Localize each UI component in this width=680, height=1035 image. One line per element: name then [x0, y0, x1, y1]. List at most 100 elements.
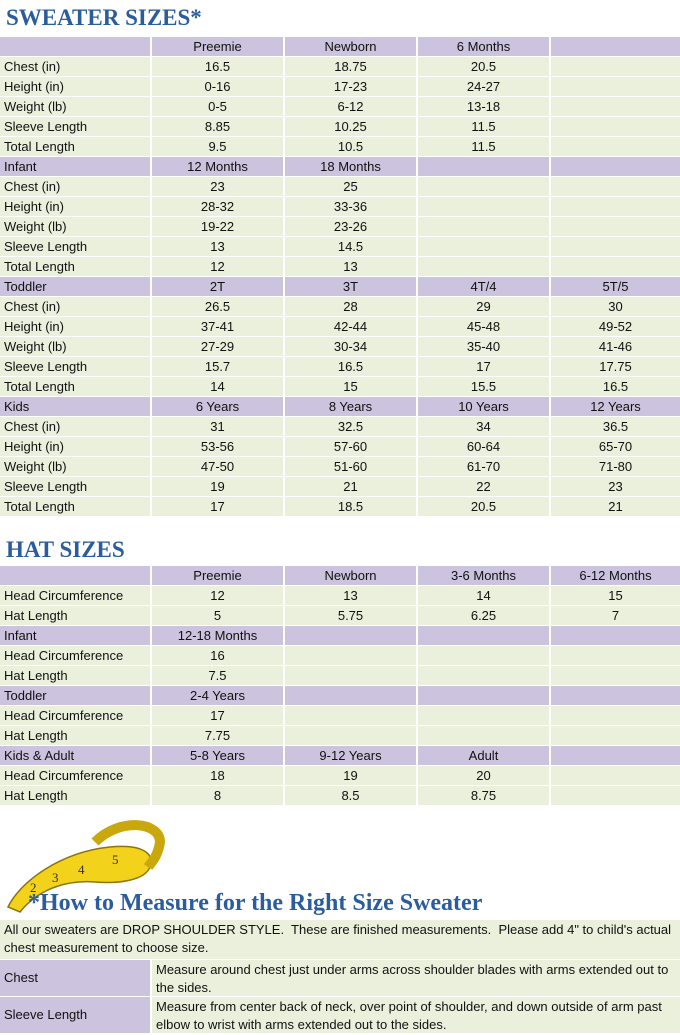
size-value	[285, 726, 416, 746]
data-row: Head Circumference 17	[0, 706, 680, 726]
column-header	[551, 686, 680, 706]
group-label	[0, 566, 150, 586]
intro-row: All our sweaters are DROP SHOULDER STYLE…	[0, 920, 680, 959]
measure-row: Sleeve Length Measure from center back of…	[0, 997, 680, 1033]
row-label: Total Length	[0, 377, 150, 397]
column-header: 18 Months	[285, 157, 416, 177]
size-value: 14.5	[285, 237, 416, 257]
size-value: 12	[152, 257, 283, 277]
size-value: 45-48	[418, 317, 549, 337]
size-value: 17	[152, 497, 283, 517]
measure-text: Measure around chest just under arms acr…	[152, 960, 680, 996]
size-value	[551, 77, 680, 97]
size-value: 7	[551, 606, 680, 626]
data-row: Total Length 17 18.5 20.5 21	[0, 497, 680, 517]
size-value: 36.5	[551, 417, 680, 437]
size-value: 13	[285, 586, 416, 606]
size-value: 17	[418, 357, 549, 377]
size-value: 15	[285, 377, 416, 397]
row-label: Head Circumference	[0, 706, 150, 726]
data-row: Head Circumference 18 19 20	[0, 766, 680, 786]
column-header	[418, 626, 549, 646]
column-header: 8 Years	[285, 397, 416, 417]
hat-table: Preemie Newborn 3-6 Months 6-12 Months Head …	[0, 566, 680, 806]
svg-text:4: 4	[78, 862, 85, 877]
data-row: Weight (lb) 0-5 6-12 13-18	[0, 97, 680, 117]
row-label: Weight (lb)	[0, 337, 150, 357]
size-value: 8.5	[285, 786, 416, 806]
group-header-row: Toddler 2T 3T 4T/4 5T/5	[0, 277, 680, 297]
size-value: 18	[152, 766, 283, 786]
size-value	[551, 726, 680, 746]
row-label: Chest (in)	[0, 57, 150, 77]
size-value: 19	[285, 766, 416, 786]
size-value: 8.85	[152, 117, 283, 137]
column-header: 9-12 Years	[285, 746, 416, 766]
row-label: Sleeve Length	[0, 117, 150, 137]
row-label: Height (in)	[0, 197, 150, 217]
column-header: 6 Years	[152, 397, 283, 417]
row-label: Head Circumference	[0, 766, 150, 786]
size-value	[418, 257, 549, 277]
data-row: Height (in) 37-41 42-44 45-48 49-52	[0, 317, 680, 337]
size-value: 26.5	[152, 297, 283, 317]
row-label: Hat Length	[0, 726, 150, 746]
size-value: 16	[152, 646, 283, 666]
data-row: Height (in) 28-32 33-36	[0, 197, 680, 217]
column-header	[551, 746, 680, 766]
row-label: Total Length	[0, 497, 150, 517]
column-header	[418, 686, 549, 706]
column-header	[551, 37, 680, 57]
size-value	[551, 217, 680, 237]
size-value	[285, 666, 416, 686]
data-row: Sleeve Length 15.7 16.5 17 17.75	[0, 357, 680, 377]
size-value: 41-46	[551, 337, 680, 357]
group-header-row: Infant 12 Months 18 Months	[0, 157, 680, 177]
size-value: 23	[551, 477, 680, 497]
size-value: 37-41	[152, 317, 283, 337]
row-label: Chest (in)	[0, 297, 150, 317]
group-header-row: Preemie Newborn 6 Months	[0, 37, 680, 57]
size-value	[551, 197, 680, 217]
svg-text:3: 3	[52, 870, 59, 885]
size-value: 28-32	[152, 197, 283, 217]
size-value: 25	[285, 177, 416, 197]
size-value: 24-27	[418, 77, 549, 97]
data-row: Sleeve Length 19 21 22 23	[0, 477, 680, 497]
group-label	[0, 37, 150, 57]
size-value: 9.5	[152, 137, 283, 157]
size-value	[551, 786, 680, 806]
data-row: Chest (in) 26.5 28 29 30	[0, 297, 680, 317]
row-label: Sleeve Length	[0, 237, 150, 257]
row-label: Height (in)	[0, 437, 150, 457]
size-value: 22	[418, 477, 549, 497]
size-value: 17	[152, 706, 283, 726]
size-value: 23	[152, 177, 283, 197]
column-header	[551, 626, 680, 646]
data-row: Chest (in) 16.5 18.75 20.5	[0, 57, 680, 77]
size-value: 15.7	[152, 357, 283, 377]
size-value	[418, 237, 549, 257]
size-value: 23-26	[285, 217, 416, 237]
row-label: Hat Length	[0, 606, 150, 626]
measure-text: Measure from center back of neck, over p…	[152, 997, 680, 1033]
size-value	[418, 726, 549, 746]
measure-title: *How to Measure for the Right Size Sweat…	[28, 890, 483, 916]
row-label: Height (in)	[0, 77, 150, 97]
column-header: 2T	[152, 277, 283, 297]
size-value: 32.5	[285, 417, 416, 437]
size-value: 15.5	[418, 377, 549, 397]
group-label: Kids	[0, 397, 150, 417]
size-value: 0-16	[152, 77, 283, 97]
size-value: 57-60	[285, 437, 416, 457]
size-value: 7.5	[152, 666, 283, 686]
size-value	[551, 646, 680, 666]
size-value: 6.25	[418, 606, 549, 626]
data-row: Height (in) 53-56 57-60 60-64 65-70	[0, 437, 680, 457]
size-value: 11.5	[418, 137, 549, 157]
size-value: 65-70	[551, 437, 680, 457]
size-value	[551, 177, 680, 197]
row-label: Sleeve Length	[0, 477, 150, 497]
size-value: 53-56	[152, 437, 283, 457]
